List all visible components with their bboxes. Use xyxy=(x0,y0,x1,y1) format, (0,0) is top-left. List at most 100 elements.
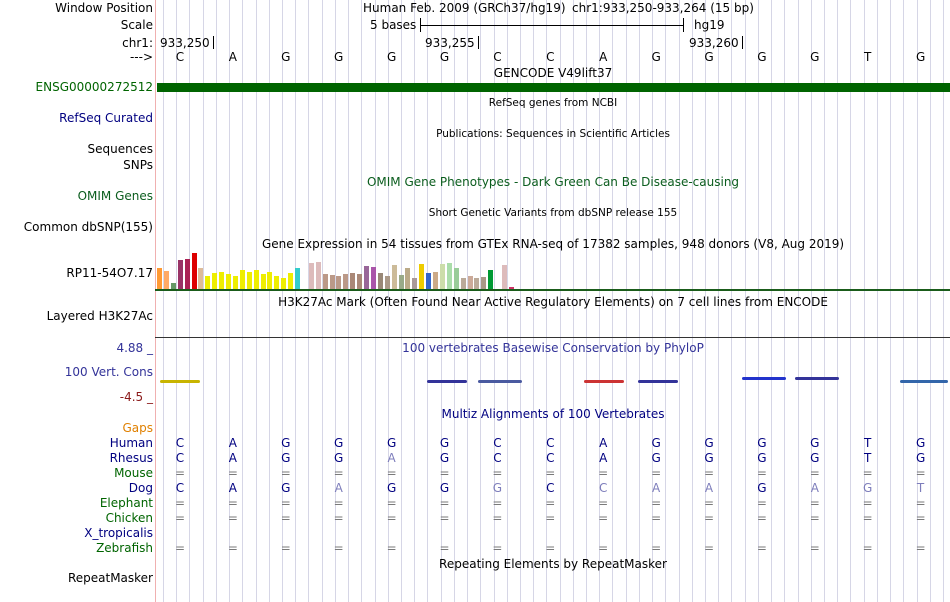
multiz-species-label[interactable]: Mouse xyxy=(114,466,153,480)
conservation-segment xyxy=(160,380,200,383)
gtex-tissue-bar[interactable] xyxy=(357,274,363,289)
multiz-aligned-base: = xyxy=(492,511,503,525)
gencode-track-title[interactable]: GENCODE V49lift37 xyxy=(493,66,613,80)
gtex-tissue-bar[interactable] xyxy=(426,273,432,289)
gtex-tissue-bar[interactable] xyxy=(419,264,425,289)
gtex-tissue-bar[interactable] xyxy=(481,277,487,289)
gtex-tissue-bar[interactable] xyxy=(336,276,342,289)
gtex-tissue-bar[interactable] xyxy=(184,259,190,289)
multiz-aligned-base: = xyxy=(227,511,238,525)
dbsnp-track-title[interactable]: Short Genetic Variants from dbSNP releas… xyxy=(428,207,678,219)
gtex-tissue-bar[interactable] xyxy=(370,267,376,289)
gtex-tissue-bar[interactable] xyxy=(350,273,356,289)
gtex-tissue-bar[interactable] xyxy=(239,270,245,289)
repeatmasker-track-label[interactable]: RepeatMasker xyxy=(67,571,153,585)
dbsnp-track-label[interactable]: Common dbSNP(155) xyxy=(23,220,153,234)
gtex-tissue-bar[interactable] xyxy=(474,278,480,289)
gtex-tissue-bar[interactable] xyxy=(315,262,321,289)
gencode-gene-label[interactable]: ENSG00000272512 xyxy=(35,80,153,94)
gtex-tissue-bar[interactable] xyxy=(198,268,204,289)
publications-track-label[interactable]: Sequences xyxy=(87,142,153,156)
gtex-tissue-bar[interactable] xyxy=(295,268,300,289)
multiz-species-label[interactable]: X_tropicalis xyxy=(84,526,153,540)
multiz-aligned-base: = xyxy=(386,511,397,525)
gtex-tissue-bar[interactable] xyxy=(446,263,452,289)
conservation-segment xyxy=(638,380,678,383)
gtex-tissue-bar[interactable] xyxy=(398,275,404,289)
grid-line xyxy=(679,0,680,602)
gtex-tissue-bar[interactable] xyxy=(433,272,438,289)
omim-track-title[interactable]: OMIM Gene Phenotypes - Dark Green Can Be… xyxy=(366,175,740,189)
grid-line xyxy=(414,0,415,602)
snps-track-label[interactable]: SNPs xyxy=(123,158,153,172)
multiz-species-label[interactable]: Dog xyxy=(128,481,153,495)
gtex-tissue-bar[interactable] xyxy=(267,272,273,289)
multiz-aligned-base: A xyxy=(228,451,237,465)
multiz-aligned-base: G xyxy=(651,436,661,450)
publications-track-title[interactable]: Publications: Sequences in Scientific Ar… xyxy=(436,128,670,140)
gtex-tissue-bar[interactable] xyxy=(232,276,238,289)
gtex-tissue-bar[interactable] xyxy=(163,271,169,289)
gtex-tissue-bar[interactable] xyxy=(308,263,314,289)
gtex-tissue-bar[interactable] xyxy=(384,276,390,289)
gtex-tissue-bar[interactable] xyxy=(177,260,183,289)
gtex-tissue-bar[interactable] xyxy=(391,265,397,289)
gtex-tissue-bar[interactable] xyxy=(329,275,335,289)
gtex-tissue-bar[interactable] xyxy=(205,276,211,289)
gtex-tissue-bar[interactable] xyxy=(288,273,294,289)
gtex-tissue-bar[interactable] xyxy=(405,268,411,289)
gtex-tissue-bar[interactable] xyxy=(226,274,231,289)
h3k27ac-track-label[interactable]: Layered H3K27Ac xyxy=(46,309,153,323)
gtex-tissue-bar[interactable] xyxy=(191,253,197,289)
gtex-tissue-bar[interactable] xyxy=(253,270,259,289)
h3k27ac-track-title[interactable]: H3K27Ac Mark (Often Found Near Active Re… xyxy=(278,295,828,309)
gtex-tissue-bar[interactable] xyxy=(246,272,252,289)
gtex-tissue-bar[interactable] xyxy=(508,287,514,289)
gencode-gene-feature[interactable] xyxy=(157,83,950,92)
reference-base: G xyxy=(704,50,714,64)
gtex-tissue-bar[interactable] xyxy=(377,273,383,289)
gtex-tissue-bar[interactable] xyxy=(439,264,445,289)
multiz-aligned-base: = xyxy=(756,541,767,555)
gtex-tissue-bar[interactable] xyxy=(170,283,176,289)
gtex-tissue-bar[interactable] xyxy=(157,268,162,289)
grid-line xyxy=(388,0,389,602)
gtex-track-title[interactable]: Gene Expression in 54 tissues from GTEx … xyxy=(261,237,845,251)
gtex-tissue-bar[interactable] xyxy=(343,274,349,289)
gtex-tissue-bar[interactable] xyxy=(274,276,280,289)
multiz-aligned-base: G xyxy=(281,436,291,450)
refseq-track-label[interactable]: RefSeq Curated xyxy=(59,111,153,125)
grid-line xyxy=(203,0,204,602)
gtex-tissue-bar[interactable] xyxy=(364,266,369,289)
gtex-tissue-bar[interactable] xyxy=(219,272,225,289)
refseq-track-title[interactable]: RefSeq genes from NCBI xyxy=(488,97,618,109)
scale-label: Scale xyxy=(120,18,153,32)
conservation-track-label[interactable]: 100 Vert. Cons xyxy=(64,365,153,379)
gtex-tissue-bar[interactable] xyxy=(467,276,473,289)
gtex-tissue-bar[interactable] xyxy=(488,270,494,289)
gtex-tissue-bar[interactable] xyxy=(460,278,466,289)
gtex-tissue-bar[interactable] xyxy=(502,265,507,289)
gtex-gene-label[interactable]: RP11-54O7.17 xyxy=(66,266,153,280)
gtex-tissue-bar[interactable] xyxy=(281,278,287,289)
multiz-track-title[interactable]: Multiz Alignments of 100 Vertebrates xyxy=(441,407,665,421)
multiz-species-label[interactable]: Rhesus xyxy=(109,451,153,465)
multiz-species-label[interactable]: Elephant xyxy=(99,496,153,510)
reference-base: A xyxy=(228,50,237,64)
omim-track-label[interactable]: OMIM Genes xyxy=(77,189,153,203)
gtex-tissue-bar[interactable] xyxy=(453,268,459,289)
gtex-tissue-bar[interactable] xyxy=(412,278,418,289)
multiz-species-label[interactable]: Chicken xyxy=(105,511,153,525)
multiz-aligned-base: A xyxy=(228,436,237,450)
reference-base: G xyxy=(915,50,926,64)
gtex-tissue-bar[interactable] xyxy=(260,274,266,289)
gtex-baseline xyxy=(155,289,950,291)
gtex-tissue-bar[interactable] xyxy=(322,274,328,289)
multiz-aligned-base: G xyxy=(386,436,397,450)
multiz-species-label[interactable]: Human xyxy=(109,436,153,450)
multiz-species-label[interactable]: Zebrafish xyxy=(96,541,153,555)
repeatmasker-track-title[interactable]: Repeating Elements by RepeatMasker xyxy=(439,557,667,571)
conservation-track-title[interactable]: 100 vertebrates Basewise Conservation by… xyxy=(402,341,704,355)
grid-line xyxy=(943,0,944,602)
gtex-tissue-bar[interactable] xyxy=(212,273,218,289)
